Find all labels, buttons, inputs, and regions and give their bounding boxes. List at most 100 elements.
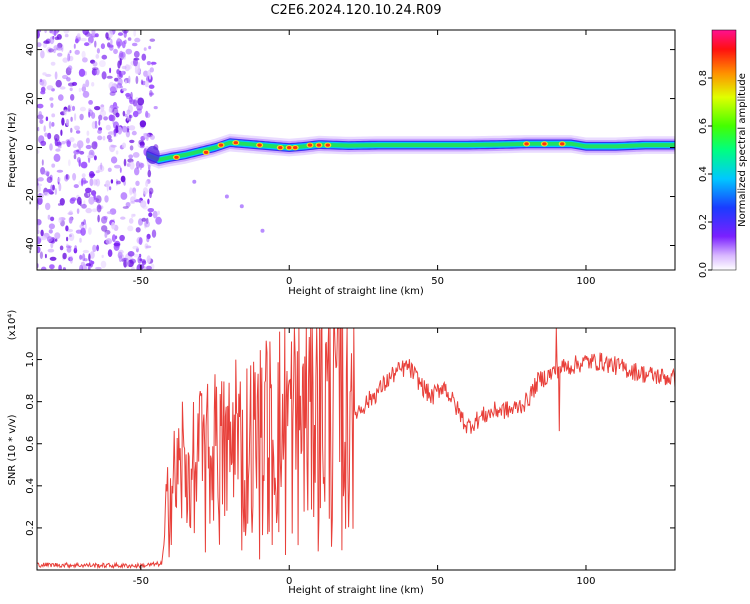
noise-speckle (76, 208, 80, 215)
noise-speckle (133, 197, 137, 201)
noise-speckle (46, 236, 53, 243)
noise-speckle (129, 161, 135, 170)
noise-speckle (100, 43, 105, 50)
y-tick-label: 0.6 (25, 436, 36, 452)
noise-speckle (115, 125, 119, 134)
noise-speckle (116, 180, 121, 185)
noise-speckle (123, 158, 127, 167)
snr-y-label: SNR (10 * v/v) (7, 414, 18, 485)
noise-speckle (124, 80, 127, 85)
noise-speckle (66, 243, 69, 249)
noise-speckle (40, 229, 44, 237)
noise-speckle (47, 214, 51, 220)
noise-speckle (69, 87, 73, 92)
noise-speckle (148, 45, 152, 50)
noise-speckle (37, 149, 40, 154)
noise-speckle (125, 130, 131, 138)
noise-speckle (109, 67, 112, 74)
noise-speckle (125, 202, 131, 208)
noise-speckle (126, 112, 130, 122)
noise-speckle (68, 210, 73, 215)
noise-speckle (145, 110, 149, 118)
noise-speckle (46, 85, 54, 91)
noise-speckle (81, 50, 86, 59)
noise-speckle (105, 32, 109, 39)
ridge-origin-blotch (145, 145, 160, 164)
noise-speckle (119, 234, 125, 242)
noise-speckle (138, 237, 143, 246)
y-tick-label: 40 (25, 43, 36, 56)
noise-speckle (37, 42, 42, 48)
noise-speckle (123, 260, 128, 268)
noise-speckle (87, 265, 91, 270)
noise-speckle (44, 253, 47, 259)
noise-speckle (148, 163, 151, 172)
noise-speckle (125, 48, 133, 55)
colorbar-label: Normalized spectral amplitude (737, 73, 748, 227)
noise-speckle (150, 61, 157, 65)
noise-speckle (100, 260, 107, 269)
noise-speckle (110, 156, 118, 164)
noise-speckle (43, 125, 46, 132)
noise-speckle (69, 137, 75, 143)
noise-speckle (48, 121, 52, 129)
noise-speckle (121, 65, 127, 70)
colorbar-ticks: 0.0 0.2 0.4 0.6 0.8 (698, 70, 712, 278)
x-tick-label: 0 (286, 276, 292, 287)
noise-speckle (134, 167, 140, 176)
noise-speckle (65, 174, 68, 180)
noise-speckle (108, 44, 114, 48)
noise-speckle (113, 242, 121, 247)
noise-speckle (107, 30, 113, 39)
noise-speckle (139, 162, 145, 168)
hotspot (540, 141, 548, 147)
noise-speckle (94, 40, 97, 48)
noise-speckle (66, 236, 69, 242)
noise-speckle (59, 86, 66, 90)
noise-speckle (118, 249, 124, 255)
noise-speckle (41, 79, 47, 87)
noise-speckle (62, 252, 67, 260)
noise-speckle (145, 265, 152, 270)
noise-speckle (58, 217, 62, 224)
noise-speckle (68, 159, 71, 167)
noise-speckle (79, 113, 84, 121)
noise-speckle (69, 256, 73, 264)
noise-speckle (67, 82, 75, 87)
noise-speckle (127, 251, 135, 257)
noise-speckle (119, 167, 122, 173)
noise-speckle (57, 177, 62, 183)
hotspot (306, 142, 314, 148)
noise-speckle (132, 213, 136, 217)
noise-speckle (58, 94, 64, 101)
noise-speckle (39, 251, 44, 259)
noise-speckle (59, 245, 64, 251)
noise-speckle (50, 241, 54, 249)
noise-speckle (122, 206, 129, 209)
colorbar-tick-label: 0.2 (698, 214, 709, 230)
tail-point (260, 228, 265, 233)
noise-speckle (101, 216, 108, 224)
noise-speckle (62, 267, 66, 270)
hotspot (202, 149, 210, 155)
snr-axes: -50 0 50 100 0.2 0.4 0.6 0.8 1.0 (25, 328, 675, 587)
y-tick-label: 1.0 (25, 352, 36, 368)
noise-speckle (77, 33, 81, 38)
noise-speckle (49, 36, 55, 45)
noise-speckle (57, 203, 62, 206)
noise-speckle (88, 196, 95, 205)
noise-speckle (145, 180, 149, 187)
noise-speckle (151, 229, 157, 238)
noise-speckle (54, 232, 61, 240)
noise-speckle (40, 90, 46, 95)
noise-speckle (61, 117, 65, 126)
x-tick-label: -50 (133, 576, 149, 587)
figure-title: C2E6.2024.120.10.24.R09 (270, 3, 441, 18)
noise-speckle (94, 120, 98, 126)
noise-speckle (58, 145, 62, 149)
noise-speckle (58, 264, 62, 270)
noise-speckle (117, 126, 123, 135)
y-tick-label: 0.4 (25, 478, 36, 494)
noise-speckle (140, 79, 144, 85)
hotspot (232, 140, 240, 146)
